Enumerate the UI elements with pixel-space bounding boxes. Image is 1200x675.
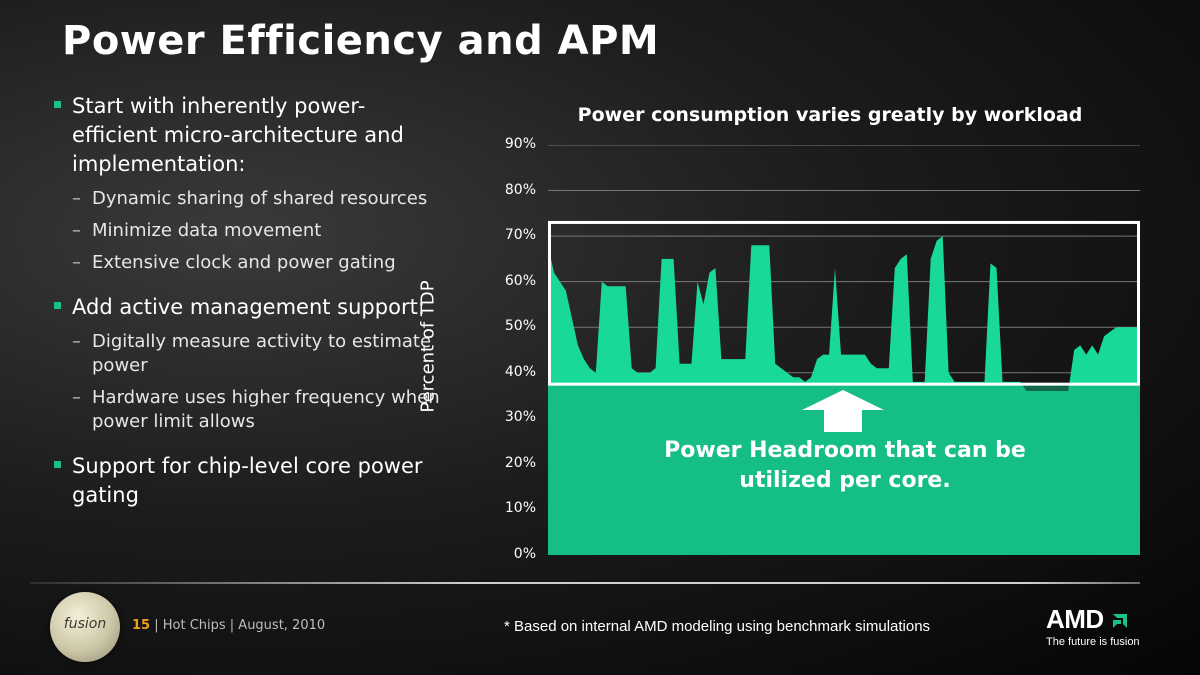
bullet-item: Add active management support: [52, 293, 442, 322]
footnote: * Based on internal AMD modeling using b… [504, 618, 931, 635]
bullet-item: Support for chip-level core power gating [52, 452, 442, 510]
headroom-annotation: Power Headroom that can be utilized per … [664, 438, 1026, 493]
sub-bullet-text: Minimize data movement [92, 220, 322, 241]
headroom-box [548, 220, 1140, 386]
bullet-item: Start with inherently power-efficient mi… [52, 92, 442, 179]
chart-title: Power consumption varies greatly by work… [577, 104, 1083, 126]
y-tick-label: 80% [504, 181, 536, 198]
sub-bullet-item: – Dynamic sharing of shared resources [52, 187, 442, 211]
bullet-marker-icon [54, 461, 61, 468]
sub-bullet-item: – Digitally measure activity to estimate … [52, 330, 442, 378]
y-tick-label: 90% [504, 136, 536, 152]
sub-bullet-text: Digitally measure activity to estimate p… [92, 331, 432, 376]
y-tick-label: 20% [504, 454, 536, 471]
dash-icon: – [72, 331, 81, 352]
bullet-marker-icon [54, 302, 61, 309]
amd-tagline: The future is fusion [1046, 636, 1140, 648]
dash-icon: – [72, 252, 81, 273]
bullet-text: Start with inherently power-efficient mi… [72, 94, 404, 176]
dash-icon: – [72, 220, 81, 241]
sub-bullet-text: Dynamic sharing of shared resources [92, 188, 428, 209]
y-tick-label: 10% [504, 500, 536, 517]
sub-bullet-item: – Hardware uses higher frequency when pow… [52, 386, 442, 434]
page-info: 15 | Hot Chips | August, 2010 [132, 618, 325, 633]
amd-logo: AMD The future is fusion [1046, 604, 1140, 648]
footer-divider [30, 582, 1140, 584]
bullet-marker-icon [54, 101, 61, 108]
amd-wordmark: AMD [1046, 604, 1104, 634]
y-tick-label: 0% [513, 546, 536, 562]
y-tick-label: 50% [504, 318, 536, 335]
slide-title: Power Efficiency and APM [62, 18, 660, 64]
bullet-text: Support for chip-level core power gating [72, 454, 423, 507]
dash-icon: – [72, 188, 81, 209]
bullet-text: Add active management support: [72, 295, 425, 319]
event-info: | Hot Chips | August, 2010 [154, 618, 326, 633]
dash-icon: – [72, 387, 81, 408]
y-axis-label: Percent of TDP [417, 280, 439, 413]
y-tick-label: 40% [504, 363, 536, 380]
y-tick-label: 30% [504, 409, 536, 426]
bullet-list: Start with inherently power-efficient mi… [52, 92, 442, 510]
sub-bullet-text: Hardware uses higher frequency when powe… [92, 387, 440, 432]
fusion-logo: fusion [50, 592, 120, 662]
sub-bullet-item: – Extensive clock and power gating [52, 251, 442, 275]
sub-bullet-text: Extensive clock and power gating [92, 252, 396, 273]
sub-bullet-item: – Minimize data movement [52, 219, 442, 243]
y-tick-label: 70% [504, 227, 536, 244]
amd-arrow-icon [1112, 614, 1127, 628]
page-number: 15 [132, 618, 151, 633]
up-arrow-icon [802, 390, 884, 432]
y-tick-label: 60% [504, 272, 536, 289]
